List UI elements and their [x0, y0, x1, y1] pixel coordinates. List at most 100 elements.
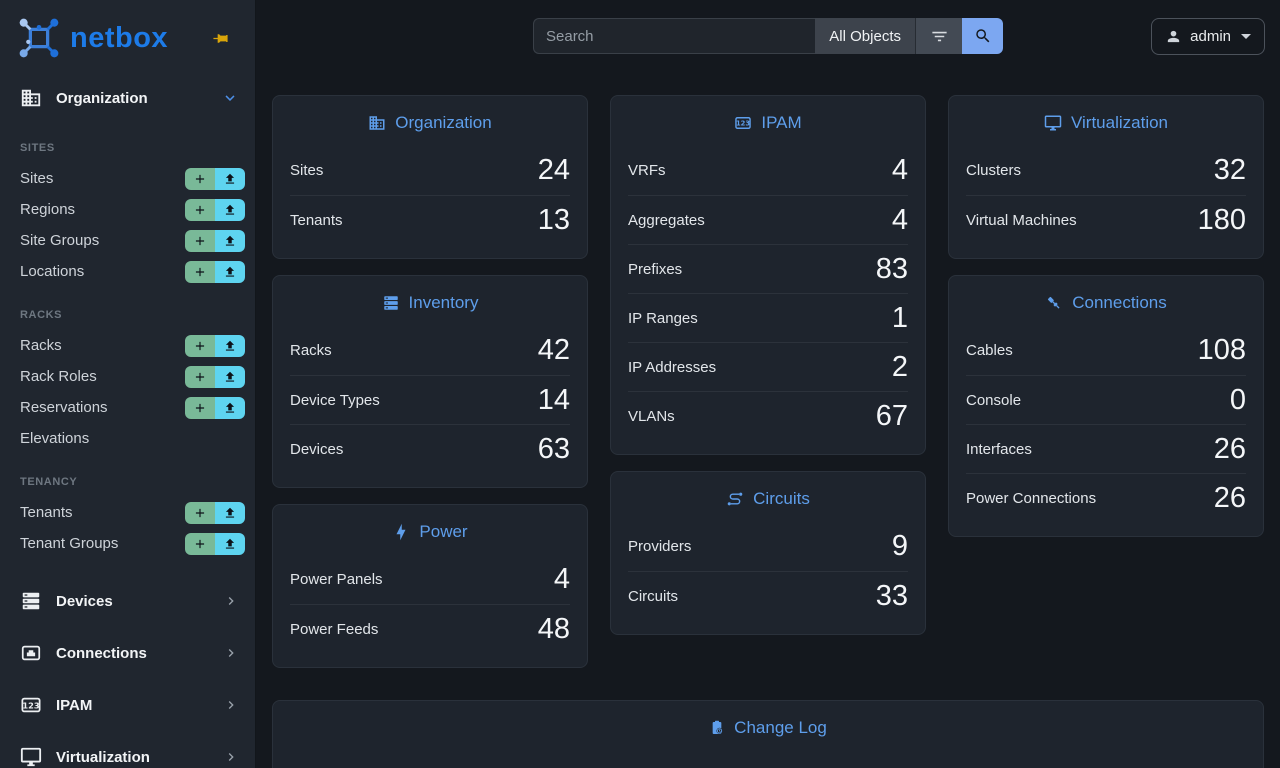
stat-label[interactable]: VRFs [628, 162, 666, 179]
sidebar-item-connections[interactable]: Connections [0, 627, 255, 679]
sidebar-link-site-groups[interactable]: Site Groups [20, 232, 100, 249]
lightning-icon [392, 523, 410, 541]
sidebar-item-ipam[interactable]: IPAM [0, 679, 255, 731]
stat-label[interactable]: Device Types [290, 391, 380, 409]
stat-label[interactable]: Prefixes [628, 260, 683, 278]
card-change-log: Change Log [272, 700, 1264, 768]
stat-label[interactable]: Sites [290, 162, 324, 179]
import-button[interactable] [215, 260, 245, 283]
stat-row-power-connections: Power Connections 26 [966, 473, 1246, 522]
import-button[interactable] [215, 532, 245, 555]
sidebar-link-tenant-groups[interactable]: Tenant Groups [20, 535, 119, 552]
card-inventory: Inventory Racks 42 Device Types 14 Devic… [272, 275, 588, 488]
stat-label[interactable]: Aggregates [628, 211, 705, 229]
import-button[interactable] [215, 396, 245, 419]
card-connections-header[interactable]: Connections [949, 276, 1263, 326]
stat-label[interactable]: Virtual Machines [966, 211, 1077, 229]
stat-label[interactable]: Power Feeds [290, 620, 379, 638]
card-power-header[interactable]: Power [273, 505, 587, 555]
quick-actions [185, 167, 245, 190]
pushpin-icon[interactable] [212, 30, 229, 47]
import-button[interactable] [215, 334, 245, 357]
stat-label[interactable]: Cables [966, 342, 1013, 359]
sidebar-item-regions: Regions [0, 194, 255, 225]
section-title-sites: SITES [20, 142, 55, 154]
ethernet-port-icon [20, 642, 42, 664]
add-button[interactable] [185, 260, 215, 283]
stat-label[interactable]: VLANs [628, 407, 675, 425]
add-button[interactable] [185, 396, 215, 419]
add-button[interactable] [185, 229, 215, 252]
card-circuits-header[interactable]: Circuits [611, 472, 925, 522]
stat-value: 24 [537, 154, 570, 186]
sidebar-item-virtualization[interactable]: Virtualization [0, 731, 255, 768]
stat-label[interactable]: IP Addresses [628, 358, 717, 376]
import-button[interactable] [215, 229, 245, 252]
stat-label[interactable]: Devices [290, 440, 344, 458]
stat-label[interactable]: Racks [290, 342, 332, 359]
sidebar-link-sites[interactable]: Sites [20, 170, 54, 187]
quick-actions [185, 501, 245, 524]
filter-button[interactable] [915, 18, 962, 54]
chevron-right-icon [223, 749, 239, 765]
search-scope-button[interactable]: All Objects [815, 18, 915, 54]
sidebar-item-organization[interactable]: Organization [0, 76, 255, 120]
stat-row-device-types: Device Types 14 [290, 375, 570, 424]
card-inventory-header[interactable]: Inventory [273, 276, 587, 326]
search-input[interactable] [533, 18, 816, 54]
stat-label[interactable]: Console [966, 391, 1022, 409]
import-button[interactable] [215, 365, 245, 388]
numbers-icon [734, 114, 752, 132]
sidebar-item-label: Devices [56, 592, 113, 610]
stat-row-power-feeds: Power Feeds 48 [290, 604, 570, 653]
add-button[interactable] [185, 334, 215, 357]
logo-text[interactable]: netbox [70, 21, 169, 54]
stat-label[interactable]: Providers [628, 538, 692, 555]
sidebar-link-rack-roles[interactable]: Rack Roles [20, 368, 97, 385]
chevron-right-icon [223, 697, 239, 713]
user-menu-button[interactable]: admin [1151, 18, 1265, 55]
sidebar-link-regions[interactable]: Regions [20, 201, 76, 218]
add-button[interactable] [185, 365, 215, 388]
card-organization-header[interactable]: Organization [273, 96, 587, 146]
stat-label[interactable]: Clusters [966, 162, 1022, 179]
import-button[interactable] [215, 167, 245, 190]
sidebar-link-tenants[interactable]: Tenants [20, 504, 73, 521]
add-button[interactable] [185, 501, 215, 524]
search-button[interactable] [962, 18, 1003, 54]
add-button[interactable] [185, 198, 215, 221]
import-button[interactable] [215, 198, 245, 221]
stat-row-cables: Cables 108 [966, 326, 1246, 375]
sidebar-link-reservations[interactable]: Reservations [20, 399, 108, 416]
person-icon [1165, 28, 1182, 45]
filter-icon [930, 27, 949, 46]
stat-label[interactable]: Power Connections [966, 489, 1097, 507]
sidebar-link-locations[interactable]: Locations [20, 263, 85, 280]
sidebar-item-tenants: Tenants [0, 497, 255, 528]
section-title-tenancy: TENANCY [20, 476, 78, 488]
sidebar-link-racks[interactable]: Racks [20, 337, 62, 354]
add-button[interactable] [185, 532, 215, 555]
stat-label[interactable]: Interfaces [966, 440, 1032, 458]
card-ipam-header[interactable]: IPAM [611, 96, 925, 146]
card-virtualization-header[interactable]: Virtualization [949, 96, 1263, 146]
sidebar-item-label: Organization [56, 89, 148, 107]
stat-label[interactable]: Power Panels [290, 571, 383, 588]
chevron-right-icon [223, 593, 239, 609]
card-title: Virtualization [1070, 113, 1169, 132]
card-title: Circuits [753, 489, 810, 508]
netbox-logo-icon[interactable] [16, 15, 62, 61]
plus-icon [193, 370, 207, 384]
add-button[interactable] [185, 167, 215, 190]
upload-icon [223, 234, 237, 248]
plus-icon [193, 234, 207, 248]
stat-label[interactable]: Circuits [628, 587, 679, 605]
stat-label[interactable]: IP Ranges [628, 309, 698, 327]
sidebar-item-devices[interactable]: Devices [0, 575, 255, 627]
sidebar-item-rack-roles: Rack Roles [0, 361, 255, 392]
sidebar-link-elevations[interactable]: Elevations [20, 430, 90, 447]
card-change-log-header[interactable]: Change Log [273, 701, 1263, 751]
sidebar-item-reservations: Reservations [0, 392, 255, 423]
import-button[interactable] [215, 501, 245, 524]
stat-label[interactable]: Tenants [290, 211, 343, 229]
